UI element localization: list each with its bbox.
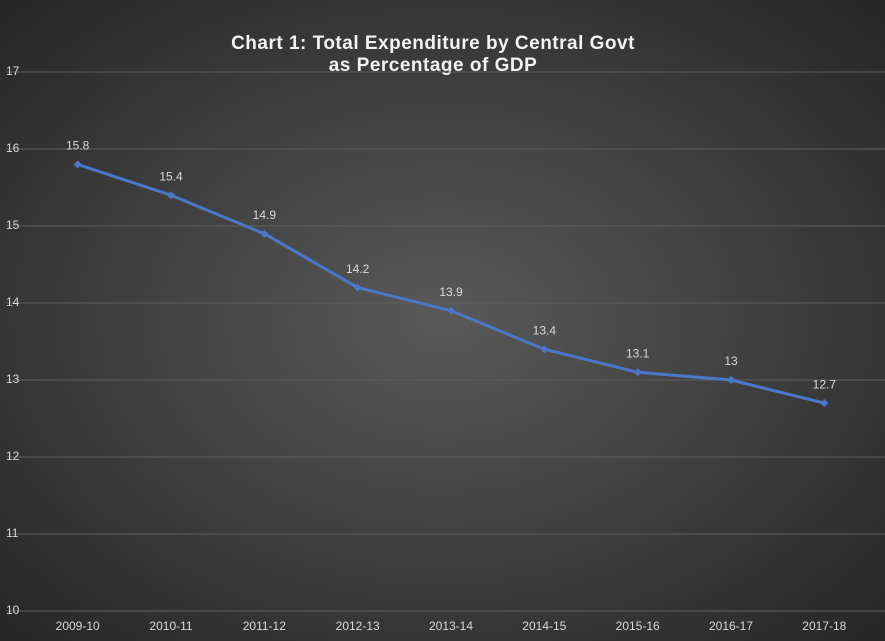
data-label: 14.2 [346,262,370,276]
y-tick-label: 14 [6,295,20,309]
y-tick-label: 13 [6,372,20,386]
data-label: 13 [724,354,738,368]
data-point [820,399,829,408]
x-tick-label: 2011-12 [243,619,286,633]
x-tick-label: 2015-16 [616,619,660,633]
chart-title: as Percentage of GDP [329,55,538,76]
y-tick-label: 12 [6,449,20,463]
x-tick-label: 2017-18 [802,619,846,633]
data-label: 12.7 [813,377,837,391]
data-point [73,160,82,169]
x-tick-label: 2010-11 [149,619,192,633]
data-label: 15.8 [66,139,90,153]
x-tick-label: 2016-17 [709,619,753,633]
data-point [447,306,455,315]
data-label: 13.9 [439,285,463,299]
data-label: 13.1 [626,346,650,360]
x-tick-label: 2009-10 [56,619,100,633]
chart-title: Chart 1: Total Expenditure by Central Go… [231,33,635,54]
data-point [633,368,642,377]
data-label: 13.4 [533,323,557,337]
y-tick-label: 17 [6,64,20,78]
data-point [353,283,362,292]
y-tick-label: 11 [6,526,19,540]
x-tick-label: 2014-15 [522,619,566,633]
x-tick-label: 2013-14 [429,619,473,633]
y-tick-label: 15 [6,218,20,232]
y-tick-label: 16 [6,141,20,155]
data-label: 15.4 [159,169,183,183]
data-point [167,191,175,200]
data-point [727,376,735,384]
x-tick-label: 2012-13 [336,619,380,633]
y-tick-label: 10 [6,603,20,617]
data-label: 14.9 [253,208,277,222]
data-point [540,345,549,354]
data-point [260,229,269,238]
